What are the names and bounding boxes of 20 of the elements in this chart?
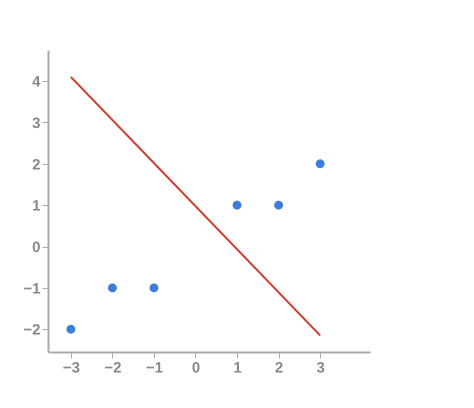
y-tick-label: 4 [32,74,42,91]
point [108,283,117,292]
x-tick-label: 0 [192,360,200,376]
y-tick-label: 1 [32,198,40,215]
x-tick-label: −3 [62,360,80,376]
x-tick-label: −1 [146,360,164,376]
x-tick-label: 2 [274,360,284,376]
x-tick-label: 1 [233,360,242,376]
point [66,324,76,334]
x-tick-label: −2 [104,360,122,376]
y-tick-label: −2 [23,322,40,339]
x-tick-label: 3 [316,360,325,376]
point [149,283,158,292]
point [274,200,284,210]
y-tick-label: 0 [32,239,40,256]
point [232,200,242,210]
y-tick-label: −1 [23,280,40,298]
y-tick-label: 2 [32,156,40,174]
y-tick-label: 3 [32,114,40,132]
point [316,159,325,168]
